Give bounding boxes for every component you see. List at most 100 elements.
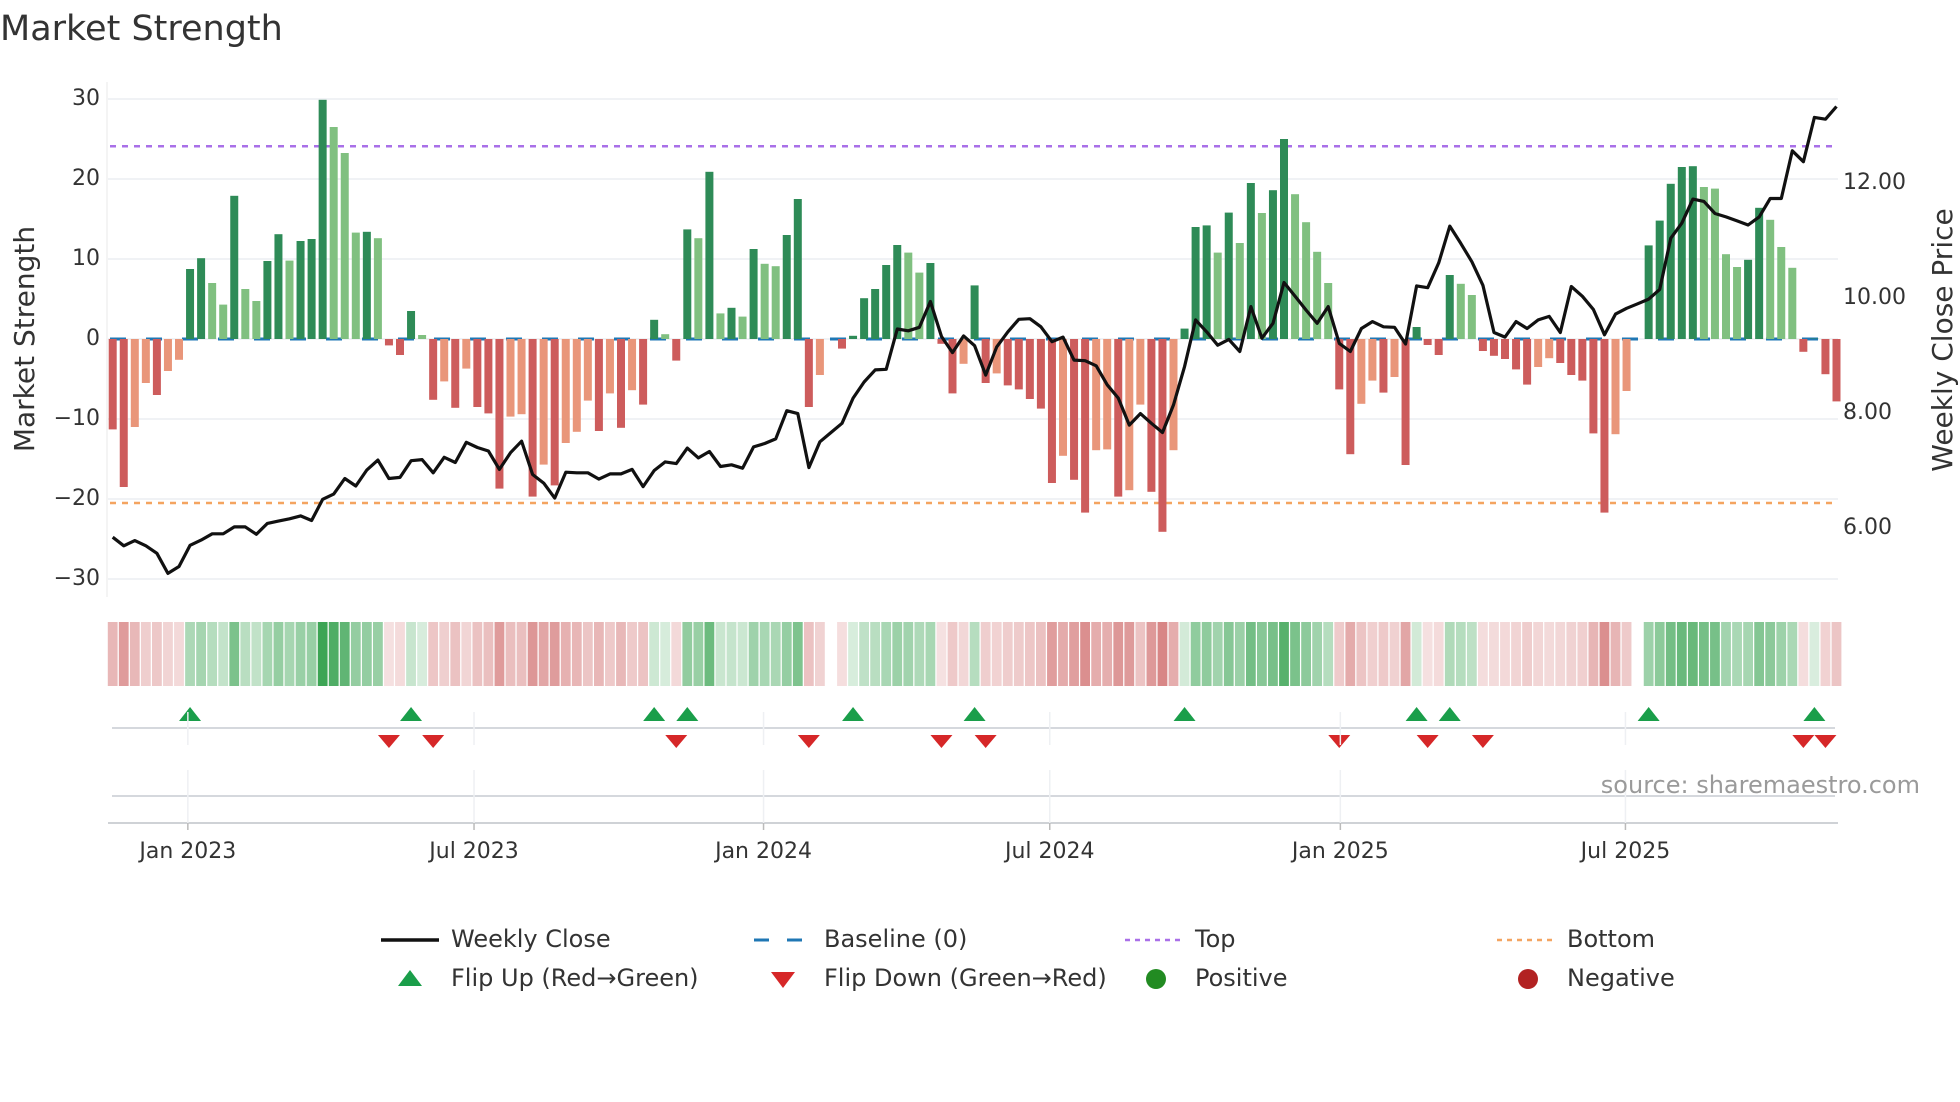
heat-cell bbox=[516, 622, 527, 686]
heat-cell bbox=[1013, 622, 1024, 686]
heat-cell bbox=[174, 622, 184, 686]
strength-bar bbox=[594, 339, 603, 431]
legend: Weekly Close Baseline (0) Top Bottom Flip Up… bbox=[381, 925, 1675, 992]
strength-bar bbox=[1788, 267, 1797, 339]
strength-bar bbox=[871, 289, 880, 339]
heat-cell bbox=[1157, 622, 1168, 686]
strength-bar bbox=[782, 235, 791, 339]
strength-bar bbox=[1213, 252, 1222, 339]
strength-bar bbox=[1025, 339, 1034, 399]
heat-cell bbox=[560, 622, 571, 686]
heat-cell bbox=[240, 622, 251, 686]
strength-bar bbox=[108, 339, 117, 430]
heat-cell bbox=[671, 622, 682, 686]
heat-cell bbox=[1135, 622, 1146, 686]
flip-down-marker bbox=[1471, 735, 1494, 748]
heat-cell bbox=[848, 622, 858, 686]
heat-cell bbox=[1400, 622, 1411, 686]
heat-cell bbox=[881, 622, 892, 686]
heat-cell bbox=[1621, 622, 1632, 686]
strength-bar bbox=[1147, 339, 1156, 492]
strength-bar bbox=[1534, 339, 1543, 367]
heat-cell bbox=[1323, 622, 1334, 686]
strength-bar bbox=[296, 241, 305, 339]
heat-cell bbox=[1522, 622, 1532, 686]
strength-bar bbox=[1445, 275, 1454, 339]
heat-cell bbox=[373, 622, 383, 686]
strength-bar bbox=[230, 195, 239, 339]
flip-down-marker bbox=[974, 735, 997, 748]
heat-cell bbox=[1345, 622, 1356, 686]
strength-bar bbox=[683, 229, 692, 339]
heat-cell bbox=[273, 622, 284, 686]
heat-cell bbox=[903, 622, 914, 686]
strength-bar bbox=[981, 339, 990, 383]
strength-bar bbox=[362, 231, 371, 339]
strength-bar bbox=[771, 266, 780, 339]
heat-cell bbox=[748, 622, 759, 686]
heat-cell bbox=[892, 622, 903, 686]
strength-bar bbox=[1412, 327, 1421, 339]
heat-cell bbox=[1234, 622, 1245, 686]
legend-label: Weekly Close bbox=[451, 925, 611, 953]
heat-cell bbox=[229, 622, 240, 686]
strength-bar bbox=[396, 339, 404, 355]
heat-cell bbox=[1732, 622, 1742, 686]
strength-bar bbox=[241, 289, 250, 339]
flip-down-marker bbox=[377, 735, 400, 748]
strength-bar bbox=[1136, 339, 1145, 405]
heat-cell bbox=[1654, 622, 1665, 686]
y-tick-label: 0 bbox=[86, 326, 100, 351]
strength-bar bbox=[738, 316, 747, 339]
heat-cell bbox=[1223, 622, 1234, 686]
heat-cell bbox=[594, 622, 604, 686]
strength-bar bbox=[1512, 339, 1521, 370]
heat-cell bbox=[1599, 622, 1610, 686]
heat-cell bbox=[638, 622, 648, 686]
heat-cell bbox=[1179, 622, 1190, 686]
heat-cell bbox=[571, 622, 582, 686]
chart-title: Market Strength bbox=[0, 9, 283, 49]
strength-bar bbox=[1125, 339, 1134, 491]
heat-cell bbox=[1024, 622, 1035, 686]
strength-bar bbox=[1268, 190, 1277, 339]
y2-tick-label: 8.00 bbox=[1843, 400, 1892, 425]
axes: 30 20 10 0 −10 −20 −30 12.00 10.00 8.00 6.00 Jan 20… bbox=[54, 82, 1906, 864]
heat-cell bbox=[1002, 622, 1013, 686]
heat-cell bbox=[1356, 622, 1367, 686]
heat-cell bbox=[737, 622, 748, 686]
heat-cell bbox=[417, 622, 427, 686]
flip-down-marker bbox=[1416, 735, 1439, 748]
flip-up-marker bbox=[179, 707, 202, 721]
heat-cell bbox=[118, 622, 129, 686]
strength-bar bbox=[550, 339, 559, 486]
y2-axis-label: Weekly Close Price bbox=[1926, 208, 1959, 471]
strength-bar bbox=[617, 339, 625, 428]
legend-label: Positive bbox=[1195, 964, 1288, 992]
heat-cell bbox=[1809, 622, 1820, 686]
strength-bar bbox=[1744, 259, 1753, 339]
heat-cell bbox=[251, 622, 262, 686]
heat-cell bbox=[450, 622, 461, 686]
strength-bar bbox=[1257, 213, 1266, 339]
heat-cell bbox=[1290, 622, 1300, 686]
strength-bar bbox=[1014, 339, 1023, 390]
heat-cell bbox=[616, 622, 626, 686]
heat-cell bbox=[1080, 622, 1090, 686]
flip-up-marker bbox=[643, 707, 666, 721]
heat-cell bbox=[1279, 622, 1289, 686]
strength-bar bbox=[937, 339, 946, 344]
heat-cell bbox=[196, 622, 206, 686]
heat-cell bbox=[395, 622, 405, 686]
strength-bar bbox=[163, 339, 172, 371]
legend-item: Flip Up (Red→Green) bbox=[398, 964, 699, 992]
heat-cell bbox=[1411, 622, 1422, 686]
triangle-down-icon bbox=[771, 972, 795, 988]
weekly-close-path bbox=[111, 105, 1838, 576]
strength-bar bbox=[1600, 339, 1609, 513]
y2-tick-label: 6.00 bbox=[1843, 515, 1892, 540]
strength-bar bbox=[539, 339, 548, 465]
heat-cell bbox=[483, 622, 494, 686]
heat-cell bbox=[1201, 622, 1212, 686]
heat-cell bbox=[494, 622, 505, 686]
